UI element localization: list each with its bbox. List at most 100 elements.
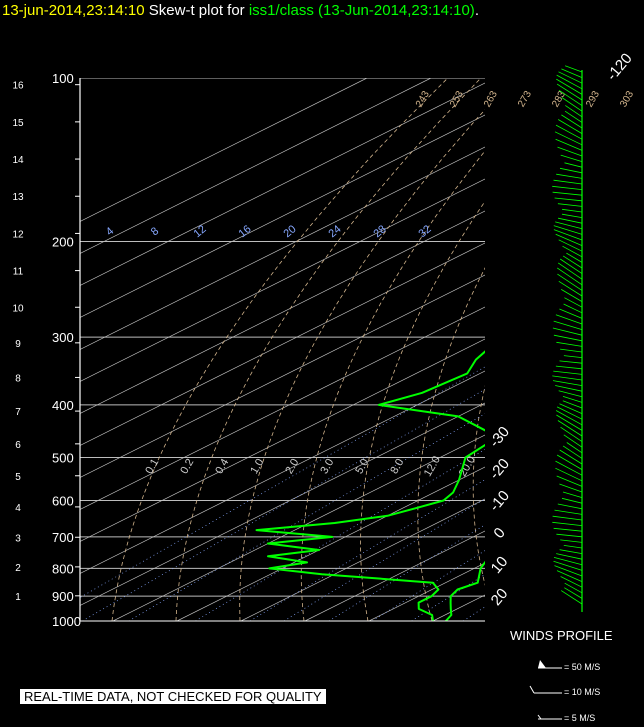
mixing-ratio-label-lower-5: 3.0 [318,457,336,476]
wind-barb [555,385,583,392]
dry-adiabat-283 [360,200,485,621]
wind-barb [564,162,583,168]
temperature-line [445,560,485,621]
dewpoint-line [255,350,485,621]
wind-barb [562,396,583,403]
wind-barb [557,262,583,280]
wind-barb [562,400,583,409]
mixing-ratio-12 [411,573,485,621]
mixing-ratio-label-lower-7: 8.0 [388,457,406,476]
wind-barb [558,89,583,106]
pressure-label-400: 400 [52,398,74,413]
wind-barb [555,460,583,476]
isotherm--80 [80,274,485,478]
wind-barb [556,454,583,470]
wind-barb [557,119,583,134]
mixing-ratio-5 [328,524,485,621]
pressure-label-200: 200 [52,234,74,249]
altitude-label-3: 3 [15,533,21,544]
legend-50: = 50 M/S [564,662,601,672]
wind-barb [555,138,583,151]
title-period: . [474,2,479,19]
wind-barb [560,348,583,353]
wind-barb [558,280,583,297]
wind-barb [556,267,583,286]
wind-barb [564,587,583,599]
wind-barb [562,208,583,213]
dry-adiabat-243 [111,78,449,621]
mixing-ratio-0.2 [82,388,485,621]
wind-barb [562,255,583,269]
isotherm-label-right--10: -10 [486,487,513,515]
wind-barb [564,582,583,594]
pressure-label-900: 900 [52,589,74,604]
wind-barb [564,297,583,308]
wind-barb [566,252,583,263]
altitude-label-10: 10 [12,303,24,314]
wind-barb [556,74,583,90]
wind-barb [556,173,583,179]
full-barb-icon [529,685,535,694]
wind-barb [552,515,583,521]
wind-barb [563,434,583,448]
wind-barb [560,539,583,543]
dry-adiabat-293 [417,267,485,621]
wind-legend-glyphs [529,660,562,720]
altitude-label-8: 8 [15,373,21,384]
wind-barb [555,124,583,140]
wind-barb [561,97,583,112]
source-label: iss1/class (13-Jun-2014,23:14:10) [248,2,475,19]
altitude-label-9: 9 [15,339,21,350]
altitude-label-12: 12 [12,229,24,240]
wind-barb [554,565,583,577]
axis-layer: 1002003004005006007008009001000123456789… [12,71,485,629]
altitude-label-6: 6 [15,440,21,451]
pressure-label-500: 500 [52,451,74,466]
altitude-label-16: 16 [12,81,24,92]
wind-barb [556,406,583,420]
wind-barb [558,239,583,252]
pressure-label-600: 600 [52,494,74,509]
wind-barb [556,78,583,95]
mixing-ratio-28 [499,242,644,622]
wind-barb [552,327,583,336]
wind-barb [556,475,583,487]
wind-barb [553,334,583,342]
wind-barb [555,410,583,426]
wind-barb [554,509,583,515]
wind-barb [564,65,583,73]
dry-adiabat-263 [239,109,485,621]
isotherm-label-right--20: -20 [486,455,513,483]
altitude-label-11: 11 [13,267,24,278]
altitude-label-13: 13 [12,192,24,203]
isotherm-50 [625,78,644,621]
pressure-label-100: 100 [52,71,74,86]
dry-adiabat-label-293: 293 [584,89,602,109]
wind-barb [557,203,583,207]
dry-adiabat-label-283: 283 [550,89,568,109]
wind-barb [556,83,583,101]
isotherm-40 [561,78,644,621]
dry-adiabat-273 [300,150,485,621]
dry-adiabat-313 [527,78,644,621]
altitude-label-1: 1 [15,592,21,603]
wind-barb [560,576,583,588]
wind-barb [560,590,583,605]
wind-barb [564,110,583,123]
wind-barb [554,197,583,202]
profile-layer [255,350,485,621]
wind-barb [557,420,583,437]
mixing-ratio-label-upper-5: 24 [327,223,344,240]
mixing-ratio-0.1 [80,366,485,598]
isotherm-10 [368,562,485,621]
wind-barb [558,71,583,84]
wind-barbs [552,65,583,612]
mixing-ratio-3 [283,498,485,621]
quality-notice: REAL-TIME DATA, NOT CHECKED FOR QUALITY [20,689,326,704]
pressure-label-800: 800 [52,561,74,576]
dry-adiabat-label-253: 253 [448,89,466,109]
wind-barb [556,553,583,560]
mixing-ratio-label-upper-1: 8 [149,225,161,238]
mixing-ratio-label-upper-4: 20 [282,223,299,240]
mixing-ratio-label-lower-1: 0.2 [178,457,196,476]
